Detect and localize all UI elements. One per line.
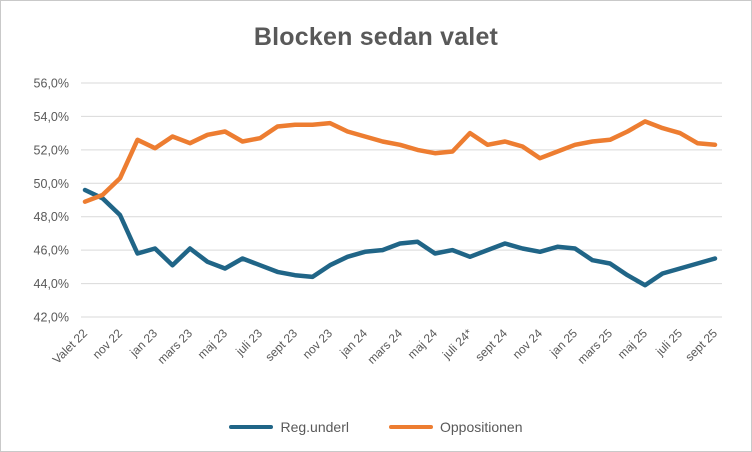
x-axis-tick-label: juli 23	[232, 326, 265, 359]
x-axis-tick-label: maj 23	[195, 326, 231, 362]
x-axis-tick-label: maj 24	[405, 326, 441, 362]
y-axis-tick-label: 56,0%	[34, 77, 69, 91]
x-axis-tick-label: sept 25	[682, 326, 720, 364]
legend-label-reg-underl: Reg.underl	[280, 419, 349, 435]
legend-swatch-reg-underl	[229, 424, 274, 430]
y-axis-tick-label: 46,0%	[34, 244, 69, 258]
y-axis-tick-label: 42,0%	[34, 311, 69, 325]
x-axis-tick-label: nov 23	[300, 326, 336, 362]
x-axis-tick-label: maj 25	[615, 326, 651, 362]
chart-title: Blocken sedan valet	[253, 23, 499, 51]
x-axis-tick-label: sept 23	[262, 326, 300, 364]
x-axis-tick-label: Valet 22	[50, 326, 91, 367]
y-axis-tick-label: 48,0%	[34, 210, 69, 224]
x-axis-tick-label: nov 24	[510, 326, 546, 362]
legend-label-oppositionen: Oppositionen	[439, 419, 523, 435]
y-axis-tick-label: 50,0%	[34, 177, 69, 191]
y-axis-tick-label: 52,0%	[34, 143, 69, 157]
x-axis-tick-label: mars 23	[155, 326, 196, 367]
x-axis-tick-label: mars 24	[365, 326, 406, 367]
legend: Reg.underl Oppositionen	[1, 419, 751, 435]
x-axis-tick-label: nov 22	[90, 326, 126, 362]
x-axis-tick-label: juli 24*	[439, 326, 475, 362]
legend-item-oppositionen: Oppositionen	[388, 419, 523, 435]
x-axis-tick-label: sept 24	[472, 326, 510, 364]
series-line-reg-underl	[82, 187, 718, 288]
series-line-oppositionen	[82, 119, 718, 204]
legend-swatch-oppositionen	[388, 424, 433, 430]
y-axis-tick-label: 54,0%	[34, 110, 69, 124]
y-axis-tick-label: 44,0%	[34, 277, 69, 291]
x-axis-tick-label: juli 25	[652, 326, 685, 359]
legend-item-reg-underl: Reg.underl	[229, 419, 349, 435]
x-axis-tick-label: mars 25	[575, 326, 616, 367]
